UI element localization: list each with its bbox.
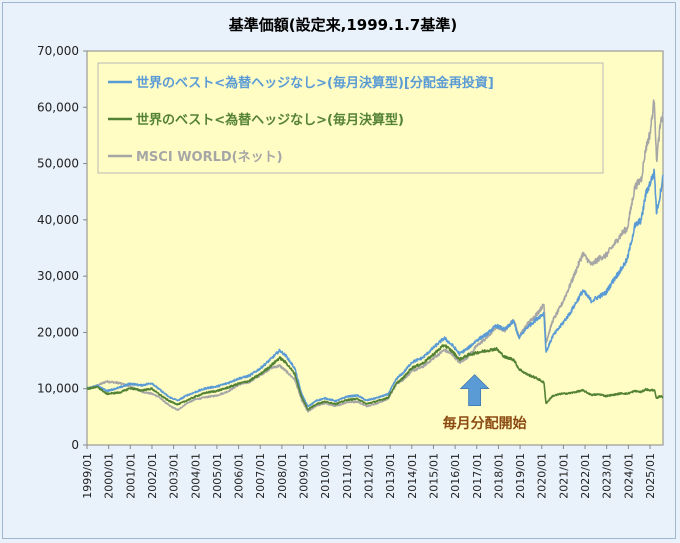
x-tick-label: 2020/01 [536, 453, 549, 499]
legend-entry: 世界のベスト<為替ヘッジなし>(毎月決算型) [136, 112, 404, 128]
x-tick-label: 2000/01 [103, 453, 116, 499]
x-tick-label: 2005/01 [211, 453, 224, 499]
legend-entry: 世界のベスト<為替ヘッジなし>(毎月決算型)[分配金再投資] [136, 75, 494, 91]
x-tick-label: 2014/01 [406, 453, 419, 499]
x-tick-label: 2007/01 [254, 453, 267, 499]
x-tick-label: 2019/01 [514, 453, 527, 499]
annotation-arrow [459, 374, 490, 407]
series-line [86, 99, 664, 413]
y-tick-label: 10,000 [37, 382, 79, 396]
x-tick-label: 2024/01 [622, 453, 635, 499]
series-line [86, 168, 664, 408]
x-tick-label: 2017/01 [471, 453, 484, 499]
legend-entry: MSCI WORLD(ネット) [136, 150, 283, 165]
y-tick-label: 60,000 [37, 100, 79, 114]
line-chart: 基準価額(設定来,1999.1.7基準) 0 10,000 20,000 30,000… [37, 16, 664, 499]
series-line [86, 344, 664, 411]
x-tick-label: 2010/01 [319, 453, 332, 499]
annotation: 毎月分配開始 [443, 374, 527, 432]
x-tick-label: 2011/01 [341, 453, 354, 499]
x-tick-label: 2004/01 [189, 453, 202, 499]
y-tick-label: 40,000 [37, 213, 79, 227]
x-tick-label: 2009/01 [298, 453, 311, 499]
x-tick-label: 2002/01 [146, 453, 159, 499]
annotation-label: 毎月分配開始 [443, 415, 527, 432]
legend: 世界のベスト<為替ヘッジなし>(毎月決算型)[分配金再投資] 世界のベスト<為替ヘ… [97, 62, 604, 174]
x-tick-label: 1999/01 [81, 453, 94, 499]
x-tick-label: 2018/01 [492, 453, 505, 499]
y-tick-label: 30,000 [37, 269, 79, 283]
x-tick-label: 2025/01 [644, 453, 657, 499]
x-tick-label: 2008/01 [276, 453, 289, 499]
y-tick-label: 50,000 [37, 157, 79, 171]
x-tick-label: 2023/01 [601, 453, 614, 499]
x-tick-label: 2001/01 [124, 453, 137, 499]
y-tick-label: 70,000 [37, 44, 79, 58]
legend-box [97, 62, 604, 174]
y-axis: 0 10,000 20,000 30,000 40,000 50,000 60,000 70,… [37, 44, 87, 452]
x-tick-label: 2016/01 [449, 453, 462, 499]
x-tick-label: 2003/01 [168, 453, 181, 499]
series-layer [86, 99, 664, 413]
y-tick-label: 0 [71, 438, 79, 452]
x-tick-label: 2021/01 [557, 453, 570, 499]
x-tick-label: 2015/01 [427, 453, 440, 499]
x-tick-label: 2006/01 [233, 453, 246, 499]
x-axis: 1999/01 2000/01 2001/01 2002/01 2003/01 2004/… [81, 445, 657, 499]
chart-title: 基準価額(設定来,1999.1.7基準) [228, 16, 457, 34]
x-tick-label: 2013/01 [384, 453, 397, 499]
x-tick-label: 2022/01 [579, 453, 592, 499]
y-tick-label: 20,000 [37, 325, 79, 339]
x-tick-label: 2012/01 [363, 453, 376, 499]
